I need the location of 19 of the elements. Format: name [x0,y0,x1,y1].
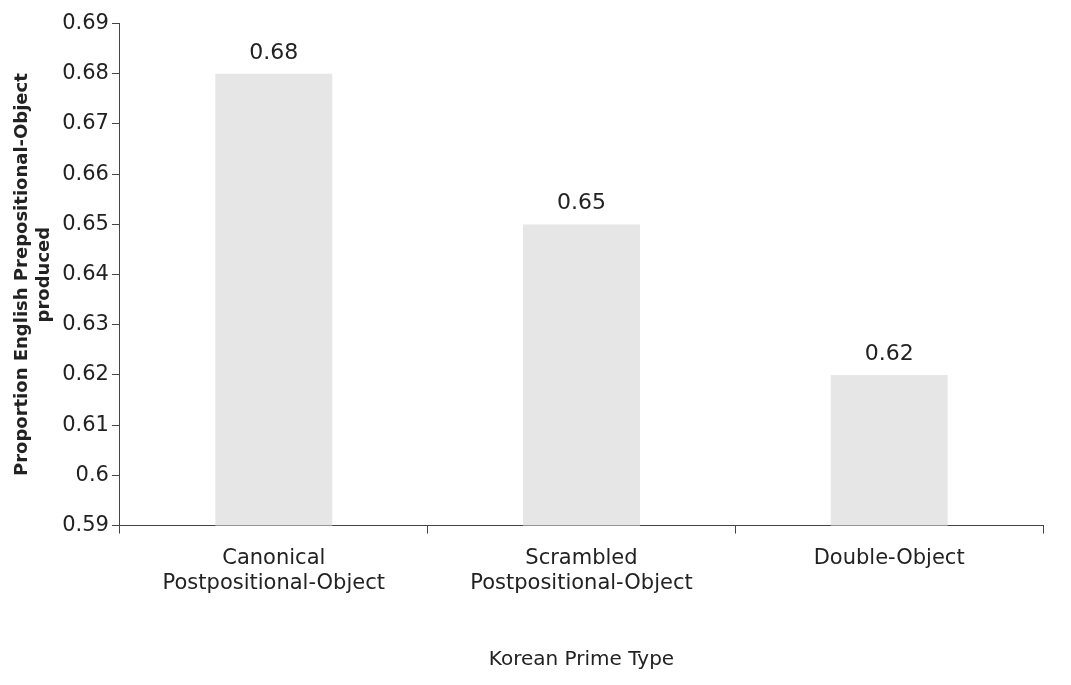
x-axis-title: Korean Prime Type [488,646,675,671]
y-tick-label: 0.67 [62,110,109,135]
y-tick-label: 0.63 [62,311,109,336]
data-label: 0.65 [556,189,606,215]
y-axis-title: Proportion English Prepositional-Object produced [10,72,54,477]
y-tick-label: 0.65 [62,210,109,235]
y-tick-label: 0.69 [62,10,109,35]
y-tick-label: 0.59 [62,512,109,537]
y-tick-label: 0.6 [75,461,109,486]
x-tick-label: Canonical Postpositional-Object [162,544,385,594]
y-tick-label: 0.64 [62,261,109,286]
x-tick-label: Double-Object [813,544,965,569]
y-tick-label: 0.61 [62,411,109,436]
x-tick-label: Scrambled Postpositional-Object [470,544,693,594]
data-label: 0.62 [864,339,914,365]
y-tick-label: 0.66 [62,160,109,185]
data-label: 0.68 [249,38,299,64]
y-tick-label: 0.68 [62,60,109,85]
y-tick-label: 0.62 [62,361,109,386]
